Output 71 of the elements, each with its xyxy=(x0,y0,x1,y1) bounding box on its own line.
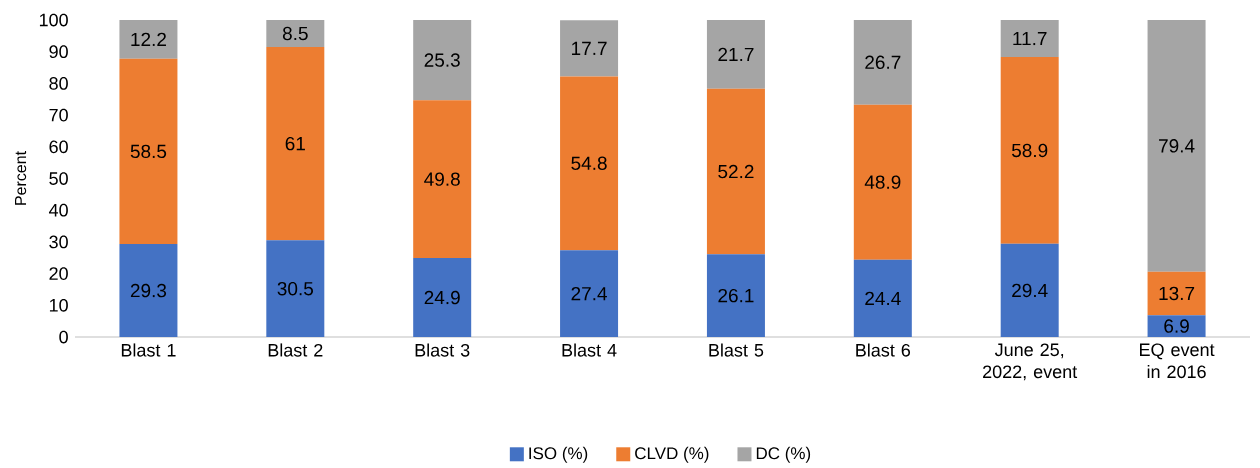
legend-label: ISO (%) xyxy=(529,446,588,463)
data-label: 58.5 xyxy=(130,144,167,159)
bar xyxy=(266,46,325,241)
x-tick-label: EQ event in 2016 xyxy=(1140,343,1215,379)
bar xyxy=(853,259,912,337)
y-tick-label: 80 xyxy=(49,77,68,90)
bar xyxy=(119,58,178,245)
x-tick-label: Blast 4 xyxy=(562,343,617,357)
legend-label: DC (%) xyxy=(756,446,811,463)
bar xyxy=(119,20,178,59)
data-label: 29.3 xyxy=(130,283,167,298)
x-tick-label: June 25, 2022, event xyxy=(983,343,1078,381)
bar xyxy=(560,20,619,77)
data-label: 24.9 xyxy=(424,290,460,305)
bar xyxy=(413,20,472,101)
data-label: 26.7 xyxy=(865,55,901,70)
bar xyxy=(706,88,765,255)
data-label: 26.1 xyxy=(718,288,754,303)
data-label: 27.4 xyxy=(571,286,607,301)
data-label: 21.7 xyxy=(718,47,754,62)
bar xyxy=(1000,57,1059,244)
bar xyxy=(853,20,912,105)
bar xyxy=(119,244,178,337)
bar xyxy=(1000,243,1059,337)
bar xyxy=(413,258,472,337)
bar xyxy=(1000,20,1059,58)
y-tick-label: 10 xyxy=(49,298,68,312)
x-tick-label: Blast 1 xyxy=(121,343,176,357)
y-tick-label: 40 xyxy=(48,203,68,217)
y-tick-label: 0 xyxy=(59,330,68,344)
bar xyxy=(706,20,765,89)
bar xyxy=(560,76,619,251)
y-tick-label: 70 xyxy=(49,108,68,122)
bar xyxy=(706,254,765,337)
data-label: 25.3 xyxy=(424,53,460,67)
bar xyxy=(560,250,619,337)
data-label: 79.4 xyxy=(1159,139,1195,153)
y-tick-label: 30 xyxy=(49,235,68,249)
bar xyxy=(266,240,325,337)
y-tick-label: 90 xyxy=(49,45,68,59)
x-tick-label: Blast 2 xyxy=(268,343,323,357)
data-label: 54.8 xyxy=(571,156,607,171)
y-tick-label: 20 xyxy=(49,267,68,280)
data-label: 61 xyxy=(285,136,305,151)
data-label: 48.9 xyxy=(864,175,901,189)
y-tick-label: 60 xyxy=(49,140,68,154)
bar xyxy=(1147,20,1206,272)
x-tick-label: Blast 3 xyxy=(415,343,470,357)
data-label: 30.5 xyxy=(277,281,314,296)
y-tick-label: 100 xyxy=(39,13,68,27)
data-label: 17.7 xyxy=(572,41,607,55)
data-label: 58.9 xyxy=(1011,143,1048,158)
x-tick-label: Blast 5 xyxy=(709,343,764,357)
bar xyxy=(853,104,912,260)
data-label: 52.2 xyxy=(718,164,754,179)
data-label: 13.7 xyxy=(1159,286,1195,301)
x-tick-label: Blast 6 xyxy=(856,343,911,357)
data-label: 12.2 xyxy=(131,32,166,46)
legend-label: CLVD (%) xyxy=(635,446,709,463)
data-label: 49.8 xyxy=(424,172,460,186)
bar xyxy=(1147,271,1206,316)
data-label: 6.9 xyxy=(1164,319,1189,333)
bar xyxy=(1147,315,1206,337)
bar xyxy=(266,20,325,47)
data-label: 24.4 xyxy=(865,291,901,305)
y-tick-label: 50 xyxy=(49,172,68,185)
data-label: 8.5 xyxy=(282,26,308,41)
bar xyxy=(413,100,472,259)
y-axis-title: Percent xyxy=(15,151,27,205)
data-label: 11.7 xyxy=(1013,32,1047,46)
data-label: 29.4 xyxy=(1012,283,1048,298)
